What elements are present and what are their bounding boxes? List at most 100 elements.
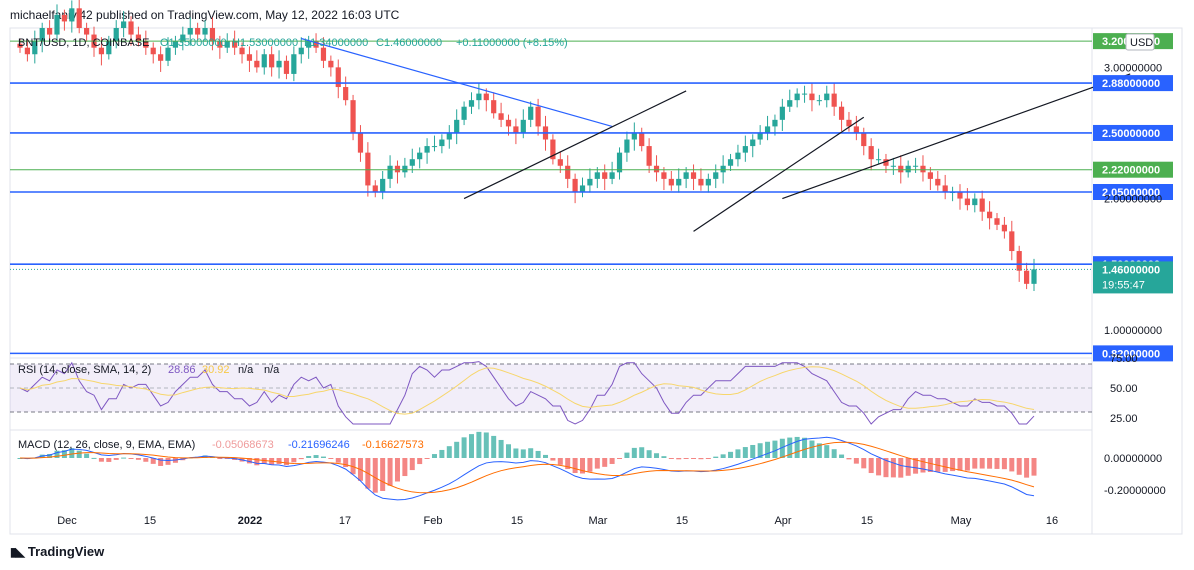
candle-body <box>24 47 31 55</box>
candle <box>520 109 526 139</box>
candle-body <box>431 146 438 148</box>
macd-histogram-bar <box>106 458 112 462</box>
candle <box>135 26 142 47</box>
time-tick-label: Mar <box>589 515 608 527</box>
time-tick-label: Dec <box>57 515 77 527</box>
macd-histogram-bar <box>691 458 697 459</box>
macd-histogram-bar <box>313 455 319 458</box>
candle-body <box>261 54 267 68</box>
ohlc-change: +0.11000000 (+8.15%) <box>456 37 568 49</box>
macd-histogram-bar <box>343 458 349 468</box>
rsi-line <box>19 361 1035 425</box>
macd-histogram-bar <box>617 458 623 459</box>
candle <box>424 138 430 164</box>
candle-body <box>276 60 282 68</box>
macd-histogram-bar <box>113 458 119 460</box>
candle <box>935 171 941 191</box>
level-price-label: 2.22000000 <box>1093 161 1173 178</box>
rsi-lines <box>19 361 1035 425</box>
candle <box>150 42 156 64</box>
candle <box>276 50 282 79</box>
candle-body <box>587 178 593 186</box>
candle <box>283 55 290 80</box>
candle <box>380 171 386 200</box>
brand-name: TradingView <box>27 544 105 559</box>
candle <box>742 135 748 162</box>
candle-body <box>535 106 541 127</box>
candle-body <box>787 100 793 107</box>
candle <box>927 167 933 191</box>
candle <box>528 101 534 128</box>
candle-body <box>283 60 290 74</box>
candle-body <box>779 106 785 120</box>
macd-histogram-bar <box>594 458 600 469</box>
candle <box>942 174 948 200</box>
candle-body <box>202 28 208 35</box>
ohlc-open: O1.35000000 <box>160 37 227 49</box>
macd-histogram-bar <box>646 450 652 458</box>
candle-body <box>579 185 586 192</box>
macd-histogram-bar <box>779 438 785 458</box>
candle-body <box>232 41 238 48</box>
candle <box>172 35 179 55</box>
macd-histogram-bar <box>668 458 674 459</box>
candle <box>705 173 711 193</box>
time-tick-label: Apr <box>774 515 791 527</box>
candle-body <box>394 165 401 173</box>
rsi-ma-value: 30.92 <box>202 364 230 376</box>
last-price-label: 1.46000000 19:55:47 <box>1093 261 1173 294</box>
candle-body <box>32 41 38 55</box>
macd-histogram-bar <box>816 443 822 458</box>
candle-body <box>979 198 985 212</box>
candle <box>84 22 90 42</box>
candlestick-series <box>17 0 1037 292</box>
macd-histogram-bar <box>861 458 867 469</box>
candle <box>209 17 216 51</box>
last-price-bg <box>1093 261 1173 294</box>
rsi-value: 28.86 <box>168 364 196 376</box>
candle <box>505 114 512 136</box>
macd-histogram-bar <box>713 456 719 458</box>
candle-body <box>195 28 201 35</box>
macd-histogram-bar <box>676 458 682 460</box>
candle-body <box>676 178 682 186</box>
price-tick-label: 1.00000000 <box>1104 325 1162 337</box>
candle-body <box>720 165 726 173</box>
macd-histogram-bar <box>587 458 593 472</box>
candle-body <box>609 172 615 179</box>
macd-histogram-bar <box>868 458 874 474</box>
candle-body <box>187 28 193 35</box>
publish-line: michaelfaniyi42 published on TradingView… <box>10 8 400 22</box>
macd-histogram-bar <box>839 454 845 458</box>
candle <box>838 101 845 131</box>
ohlc-low: L1.34000000 <box>304 37 368 49</box>
macd-histogram-bar <box>735 449 741 458</box>
candle-body <box>764 126 771 133</box>
macd-histogram-bar <box>409 458 415 471</box>
macd-histogram-bar <box>557 458 563 465</box>
candle <box>646 138 652 173</box>
candle <box>616 147 623 180</box>
macd-histogram-bar <box>765 441 771 458</box>
price-axis-frame <box>1091 27 1183 535</box>
macd-histogram-bar <box>283 458 289 466</box>
level-label-bg <box>1093 345 1173 362</box>
macd-histogram-bar <box>261 458 267 465</box>
candle <box>757 125 763 145</box>
candle-body <box>986 211 993 219</box>
footer: ▮◣ TradingView <box>10 544 104 559</box>
macd-histogram-bar <box>535 450 541 458</box>
candle-body <box>801 93 808 95</box>
macd-histogram-bar <box>572 458 578 474</box>
candle <box>513 118 519 145</box>
macd-histogram-bar <box>720 454 726 458</box>
candle <box>143 30 149 55</box>
macd-histogram-bar <box>306 455 312 458</box>
candle <box>254 50 260 73</box>
macd-histogram-bar <box>654 453 660 458</box>
horizontal-levels <box>10 40 1092 355</box>
macd-histogram-bar <box>964 458 970 471</box>
ohlc-close: C1.46000000 <box>376 37 442 49</box>
candle-body <box>1009 231 1015 252</box>
